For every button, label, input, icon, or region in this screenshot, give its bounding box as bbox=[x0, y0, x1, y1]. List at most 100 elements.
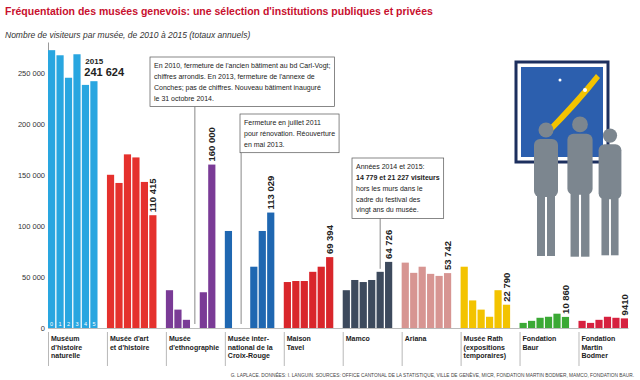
bar bbox=[478, 310, 485, 328]
bar bbox=[410, 273, 417, 328]
text-line: d'histoire bbox=[51, 344, 82, 351]
silhouette-head bbox=[572, 117, 588, 133]
annotation: En 2010, fermeture de l'ancien bâtiment … bbox=[150, 57, 334, 324]
y-tick-label: 200 000 bbox=[18, 120, 45, 129]
bar-group bbox=[520, 314, 570, 328]
text-line: cadre du festival des bbox=[356, 196, 421, 203]
annotation-leader bbox=[241, 153, 242, 324]
bar-group bbox=[225, 213, 275, 328]
x-tick: MaisonTavel bbox=[287, 328, 311, 351]
bar bbox=[259, 231, 266, 328]
annotation: Années 2014 et 2015:14 779 et 21 227 vis… bbox=[352, 158, 444, 269]
illustration bbox=[516, 62, 621, 257]
annotation-text: 2015 bbox=[85, 57, 103, 66]
text-line: (expositions bbox=[464, 344, 505, 352]
x-axis-line bbox=[49, 328, 629, 329]
text-line: hors les murs dans le bbox=[356, 185, 423, 192]
annotation-text: Années 2014 et 2015:14 779 et 21 227 vis… bbox=[356, 163, 440, 214]
x-tick-label: MaisonTavel bbox=[287, 335, 311, 351]
text-line: en mai 2013. bbox=[244, 141, 285, 148]
bar bbox=[595, 320, 602, 328]
x-tick: Mamco bbox=[346, 328, 370, 342]
bar bbox=[436, 276, 443, 328]
bar-group bbox=[284, 257, 334, 328]
y-tick: 150 000 bbox=[18, 171, 48, 180]
text-line: vingt ans du musée. bbox=[356, 206, 419, 214]
value-label: 110 415 bbox=[147, 178, 158, 213]
silhouette-leg bbox=[601, 195, 609, 256]
bar bbox=[166, 290, 173, 328]
bar-group bbox=[343, 262, 393, 328]
bar bbox=[612, 318, 619, 328]
text-line: Fondation bbox=[523, 335, 557, 342]
x-tick: Musée d'artet d'histoire bbox=[110, 328, 149, 351]
value-label: 22 790 bbox=[501, 273, 512, 302]
text-line: Musée bbox=[169, 335, 191, 342]
value-label: 53 742 bbox=[442, 241, 453, 270]
x-tick: Muséumd'histoirenaturelle bbox=[51, 328, 82, 359]
bar bbox=[318, 267, 325, 328]
x-tick-label: FondationBaur bbox=[523, 335, 557, 351]
category-separator bbox=[343, 332, 344, 366]
text-line: et d'histoire bbox=[110, 344, 149, 351]
title: Fréquentation des musées genevois: une s… bbox=[5, 5, 433, 17]
bar bbox=[351, 280, 358, 328]
y-tick-label: 100 000 bbox=[18, 222, 45, 231]
painting-star bbox=[559, 79, 562, 82]
text-line: Mamco bbox=[346, 335, 370, 342]
bar bbox=[486, 317, 493, 328]
category-separator bbox=[578, 332, 579, 366]
year-label: 1 bbox=[59, 321, 62, 327]
year-label: 0 bbox=[50, 321, 53, 327]
bar bbox=[587, 323, 594, 328]
text-line: 2015 bbox=[85, 57, 103, 66]
annotation-leader bbox=[380, 218, 381, 268]
silhouette-head bbox=[603, 128, 617, 142]
value-label: 9410 bbox=[619, 294, 630, 315]
text-line: Tavel bbox=[287, 344, 304, 351]
y-tick-label: 150 000 bbox=[18, 171, 45, 180]
silhouette-body bbox=[599, 144, 622, 199]
bar bbox=[562, 317, 569, 328]
silhouette-body bbox=[534, 139, 558, 197]
painting-frame bbox=[516, 62, 608, 162]
bar bbox=[208, 165, 215, 328]
value-label: 10 860 bbox=[560, 285, 571, 314]
y-tick: 50 000 bbox=[22, 273, 48, 282]
year-label: 5 bbox=[92, 321, 95, 327]
bar bbox=[132, 157, 139, 328]
silhouette-leg bbox=[547, 192, 555, 256]
silhouette bbox=[599, 128, 622, 255]
x-tick-label: Musée d'artet d'histoire bbox=[110, 335, 149, 351]
value-label: 69 394 bbox=[324, 224, 335, 254]
x-tick-label: FondationMartinBodmer bbox=[581, 335, 615, 359]
y-tick: 100 000 bbox=[18, 222, 48, 231]
x-tick: Musée Rath(expositionstemporaires) bbox=[464, 328, 506, 360]
silhouette bbox=[534, 123, 558, 257]
chart-container: Fréquentation des musées genevois: une s… bbox=[0, 0, 640, 380]
bar bbox=[545, 317, 552, 328]
bar bbox=[528, 321, 535, 328]
painting-star bbox=[583, 88, 587, 92]
category-separator bbox=[461, 332, 462, 366]
x-tick-label: Musée inter-national de laCroix-Rouge bbox=[228, 335, 273, 360]
bar bbox=[284, 282, 291, 328]
bar bbox=[250, 267, 257, 328]
bar bbox=[343, 290, 350, 328]
annotation-box bbox=[352, 158, 444, 218]
text-line: 14 779 et 21 227 visiteurs bbox=[356, 174, 440, 181]
bar bbox=[183, 320, 190, 328]
y-axis: 050 000100 000150 000200 000250 000 bbox=[18, 43, 49, 333]
value-label: 241 624 bbox=[84, 66, 125, 78]
year-label: 3 bbox=[75, 321, 78, 327]
x-axis: Muséumd'histoirenaturelleMusée d'artet d… bbox=[49, 328, 629, 360]
bar bbox=[536, 318, 543, 328]
bar bbox=[174, 310, 181, 328]
x-tick: Muséed'ethnographie bbox=[169, 328, 219, 352]
bar bbox=[520, 323, 527, 328]
text-line: Muséum bbox=[51, 335, 79, 342]
chart-svg: Fréquentation des musées genevois: une s… bbox=[0, 0, 640, 380]
annotations: 2015 En 2010, fermeture de l'ancien bâtim… bbox=[85, 57, 443, 324]
text-line: Musée inter- bbox=[228, 335, 270, 342]
silhouette-leg bbox=[571, 190, 579, 257]
